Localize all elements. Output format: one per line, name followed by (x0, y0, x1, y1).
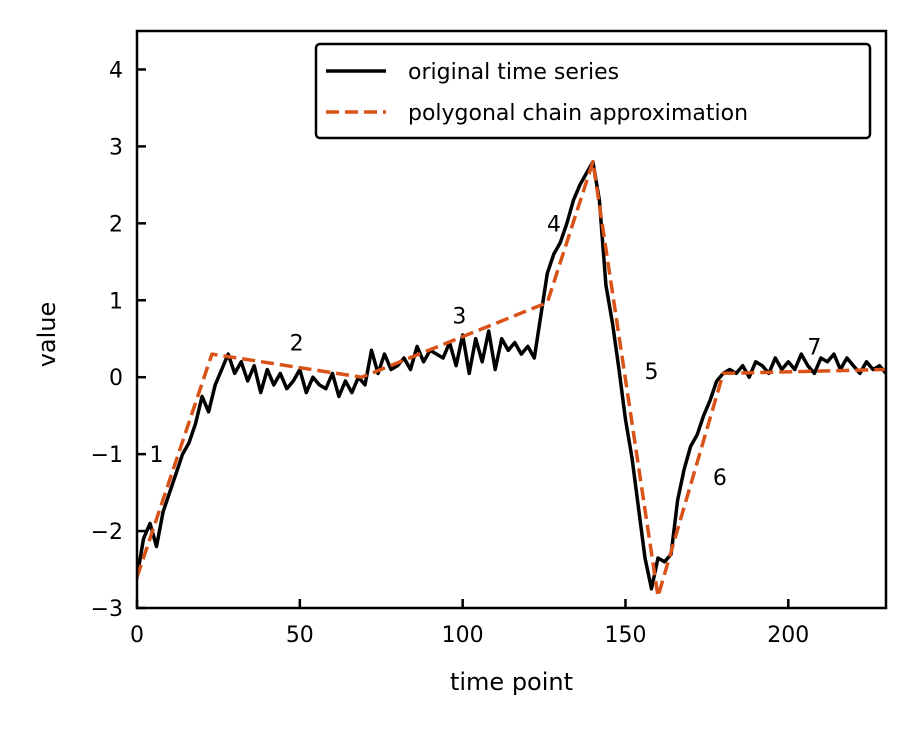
y-tick-label: 1 (109, 289, 123, 314)
legend-entry-original: original time series (408, 60, 619, 85)
segment-label: 4 (547, 212, 561, 237)
segment-labels: 1 2 3 4 5 6 7 (150, 212, 822, 491)
y-tick-label: 0 (109, 366, 123, 391)
x-tick-label: 50 (286, 623, 314, 648)
x-tick-label: 200 (767, 623, 809, 648)
y-tick-label: −2 (91, 520, 123, 545)
series-layer (137, 160, 886, 599)
axes-frame (135, 29, 888, 610)
segment-label: 7 (807, 335, 821, 360)
segment-label: 5 (645, 360, 659, 385)
segment-label: 6 (713, 466, 727, 491)
y-tick-label: −1 (91, 443, 123, 468)
legend: original time series polygonal chain app… (314, 42, 872, 140)
axis-ticks: 0 50 100 150 200 −3 −2 −1 0 1 2 3 4 (91, 58, 810, 648)
x-axis-title: time point (450, 668, 573, 696)
legend-entry-polygonal: polygonal chain approximation (408, 101, 748, 126)
y-tick-label: 2 (109, 212, 123, 237)
series-line-polygonal (137, 160, 886, 599)
y-tick-label: 4 (109, 58, 123, 83)
y-axis-title: value (33, 302, 61, 368)
x-tick-label: 0 (130, 623, 144, 648)
segment-label: 1 (150, 443, 164, 468)
y-tick-label: 3 (109, 135, 123, 160)
x-tick-label: 100 (442, 623, 484, 648)
segment-label: 2 (290, 332, 304, 357)
segment-label: 3 (452, 305, 466, 330)
y-tick-label: −3 (91, 597, 123, 622)
x-tick-label: 150 (604, 623, 646, 648)
legend-box (314, 42, 872, 140)
series-line-original (137, 160, 886, 591)
